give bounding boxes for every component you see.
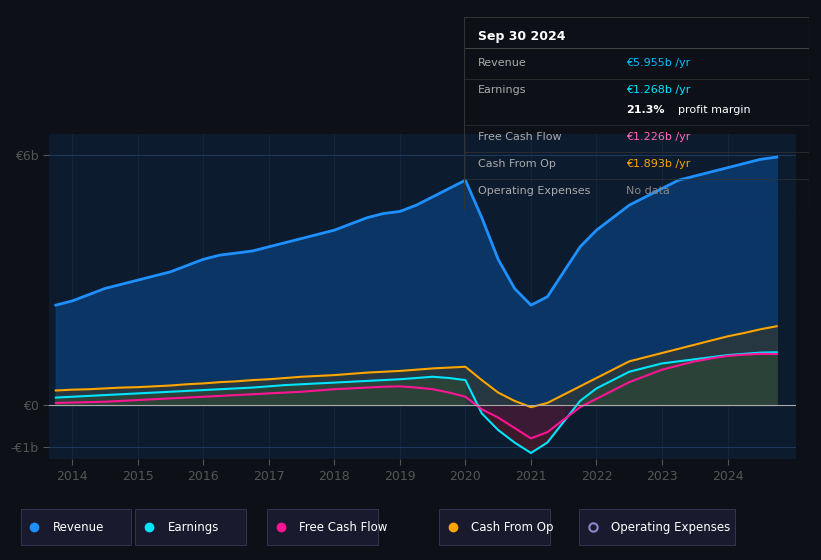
Text: Free Cash Flow: Free Cash Flow: [478, 132, 562, 142]
Text: Operating Expenses: Operating Expenses: [611, 521, 730, 534]
Text: 21.3%: 21.3%: [626, 105, 664, 115]
FancyBboxPatch shape: [135, 509, 246, 545]
Text: Earnings: Earnings: [167, 521, 219, 534]
Text: No data: No data: [626, 186, 670, 195]
Text: €1.893b /yr: €1.893b /yr: [626, 158, 690, 169]
Text: €5.955b /yr: €5.955b /yr: [626, 58, 690, 68]
Text: €1.226b /yr: €1.226b /yr: [626, 132, 690, 142]
Text: Operating Expenses: Operating Expenses: [478, 186, 590, 195]
Text: Earnings: Earnings: [478, 85, 526, 95]
FancyBboxPatch shape: [21, 509, 131, 545]
Text: Revenue: Revenue: [478, 58, 526, 68]
Text: Free Cash Flow: Free Cash Flow: [299, 521, 388, 534]
Text: Cash From Op: Cash From Op: [471, 521, 553, 534]
Text: €1.268b /yr: €1.268b /yr: [626, 85, 690, 95]
Text: Cash From Op: Cash From Op: [478, 158, 556, 169]
Text: Revenue: Revenue: [53, 521, 104, 534]
FancyBboxPatch shape: [579, 509, 735, 545]
FancyBboxPatch shape: [267, 509, 378, 545]
Text: Sep 30 2024: Sep 30 2024: [478, 30, 565, 43]
FancyBboxPatch shape: [439, 509, 550, 545]
Text: profit margin: profit margin: [677, 105, 750, 115]
